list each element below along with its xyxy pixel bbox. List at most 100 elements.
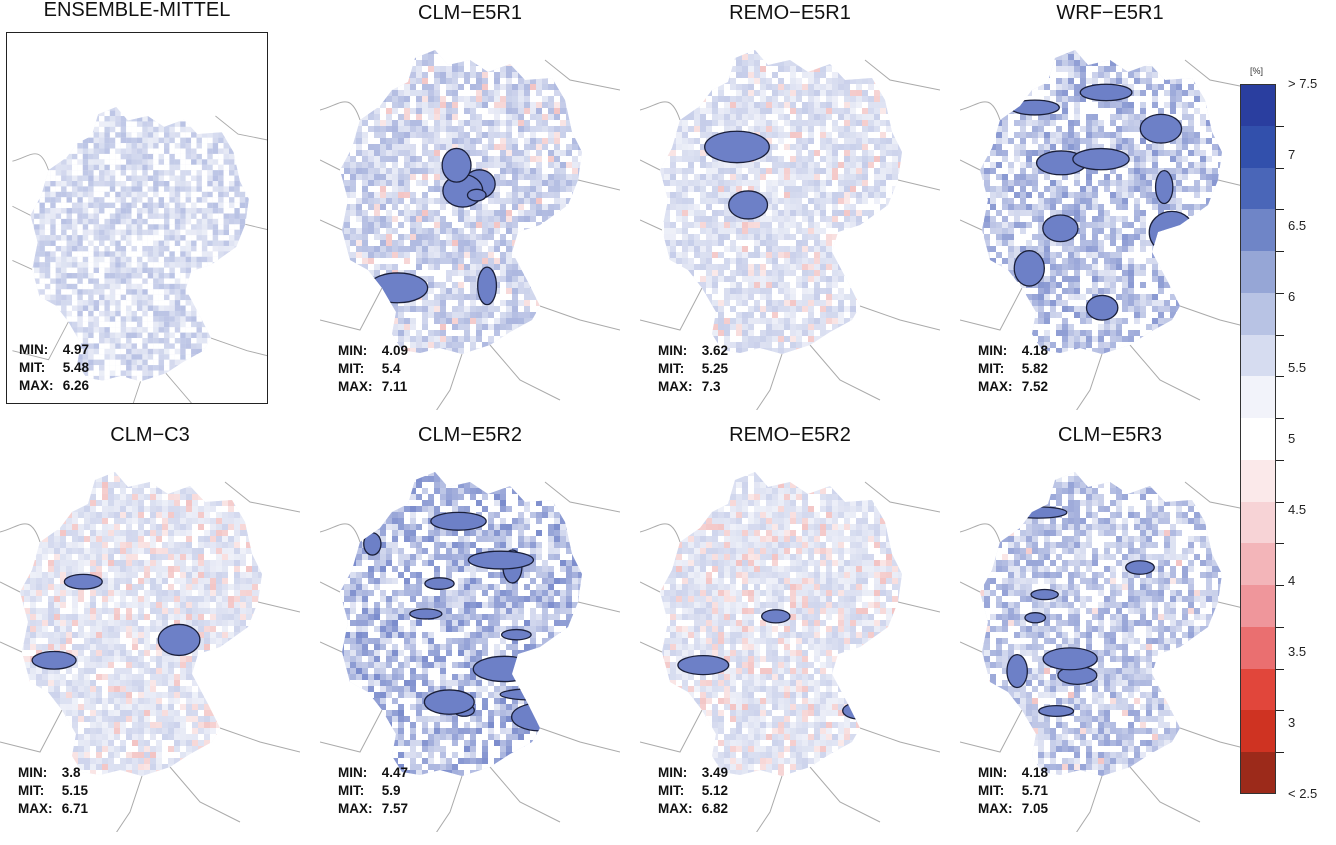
country-border xyxy=(320,581,341,593)
stat-mit-value: 5.25 xyxy=(698,361,729,376)
stat-mit-label: MIT: xyxy=(978,783,1005,798)
colorbar-segment xyxy=(1240,334,1276,377)
colorbar-segment xyxy=(1240,543,1276,586)
contour-region xyxy=(1125,560,1155,575)
country-border xyxy=(960,581,981,593)
colorbar-tick xyxy=(1276,543,1284,545)
stat-mit: MIT: 5.15 xyxy=(18,782,88,800)
stats-block: MIN: 3.62 MIT: 5.25 MAX: 7.3 xyxy=(658,342,728,396)
contour-region xyxy=(472,655,536,683)
country-border xyxy=(12,260,33,270)
contour-region xyxy=(63,573,103,590)
stat-min-label: MIN: xyxy=(978,765,1008,780)
colorbar-label: 3 xyxy=(1288,715,1296,730)
panel-title: CLM−E5R2 xyxy=(418,424,522,446)
value-field xyxy=(660,472,902,776)
contour-region xyxy=(477,266,498,306)
colorbar-label: 6.5 xyxy=(1288,218,1307,233)
stats-block: MIN: 3.8 MIT: 5.15 MAX: 6.71 xyxy=(18,764,88,818)
contour-region xyxy=(842,701,878,720)
country-border xyxy=(960,709,1023,753)
country-border xyxy=(544,481,620,513)
stat-max-value: 7.05 xyxy=(1018,801,1049,816)
contour-region xyxy=(1024,612,1047,624)
contour-region xyxy=(441,147,472,183)
stat-max-label: MAX: xyxy=(338,379,373,394)
panel-title: WRF−E5R1 xyxy=(1056,2,1164,24)
country-border xyxy=(1076,353,1103,410)
colorbar-tick xyxy=(1276,626,1284,628)
stat-min-value: 3.8 xyxy=(58,765,81,780)
stat-mit-label: MIT: xyxy=(978,361,1005,376)
contour-region xyxy=(677,654,730,676)
contour-region xyxy=(511,702,569,732)
country-border xyxy=(320,641,343,653)
country-border xyxy=(320,287,383,331)
contour-region xyxy=(1030,588,1059,601)
stat-mit: MIT: 5.9 xyxy=(338,782,408,800)
stat-mit-value: 5.82 xyxy=(1018,361,1049,376)
country-border xyxy=(859,305,940,331)
stat-min-label: MIN: xyxy=(338,343,368,358)
stat-max: MAX: 6.26 xyxy=(19,377,89,395)
stat-mit-value: 5.12 xyxy=(698,783,729,798)
map-panel: WRF−E5R1 MIN: 4.18 MIT: 5.82 MAX: 7.52 xyxy=(960,0,1260,410)
germany-map xyxy=(0,472,300,832)
colorbar-tick xyxy=(1276,292,1284,294)
country-border xyxy=(640,101,681,121)
contour-region xyxy=(423,689,475,715)
country-border xyxy=(0,581,21,593)
value-field xyxy=(980,472,1222,776)
country-border xyxy=(577,179,620,191)
stat-max-label: MAX: xyxy=(978,379,1013,394)
country-border xyxy=(640,219,663,231)
colorbar-segment xyxy=(1240,209,1276,252)
stat-max: MAX: 7.3 xyxy=(658,378,728,396)
stat-min-label: MIN: xyxy=(658,343,688,358)
stat-mit: MIT: 5.71 xyxy=(978,782,1048,800)
colorbar-tick xyxy=(1276,376,1284,378)
stat-max-value: 7.3 xyxy=(698,379,721,394)
stat-min: MIN: 4.18 xyxy=(978,342,1048,360)
germany-map xyxy=(12,107,267,403)
country-border xyxy=(436,775,463,832)
contour-region xyxy=(1085,294,1119,321)
colorbar-tick xyxy=(1276,710,1284,712)
contour-region xyxy=(728,190,769,220)
colorbar-segment xyxy=(1240,125,1276,168)
colorbar-label: 6 xyxy=(1288,289,1296,304)
stat-mit-value: 5.9 xyxy=(378,783,401,798)
panel-title: CLM−C3 xyxy=(110,424,190,446)
panel-title: CLM−E5R3 xyxy=(1058,424,1162,446)
colorbar-tick xyxy=(1276,752,1284,754)
country-border xyxy=(224,481,300,513)
germany-map xyxy=(960,50,1260,410)
country-border xyxy=(0,709,63,753)
colorbar-label: 5.5 xyxy=(1288,360,1307,375)
stat-max: MAX: 6.71 xyxy=(18,800,88,818)
contour-region xyxy=(1013,250,1045,287)
colorbar-segment xyxy=(1240,668,1276,711)
colorbar-segment xyxy=(1240,585,1276,628)
stat-max-value: 7.52 xyxy=(1018,379,1049,394)
stat-min-value: 4.47 xyxy=(378,765,409,780)
colorbar-unit: [%] xyxy=(1250,66,1264,76)
stat-min-value: 4.09 xyxy=(378,343,409,358)
country-border xyxy=(640,709,703,753)
colorbar-label: 3.5 xyxy=(1288,644,1307,659)
stat-min: MIN: 4.47 xyxy=(338,764,408,782)
contour-region xyxy=(1154,169,1174,205)
country-border xyxy=(1076,775,1103,832)
contour-region xyxy=(157,623,201,657)
country-border xyxy=(320,523,361,543)
stat-mit-value: 5.4 xyxy=(378,361,401,376)
stat-mit-label: MIT: xyxy=(338,783,365,798)
stat-min-label: MIN: xyxy=(18,765,48,780)
stat-min: MIN: 3.49 xyxy=(658,764,728,782)
colorbar-segment xyxy=(1240,459,1276,503)
stat-min-value: 4.18 xyxy=(1018,343,1049,358)
stat-mit-label: MIT: xyxy=(18,783,45,798)
stat-max-value: 7.57 xyxy=(378,801,409,816)
contour-region xyxy=(1009,506,1068,519)
colorbar-segment xyxy=(1240,752,1276,795)
